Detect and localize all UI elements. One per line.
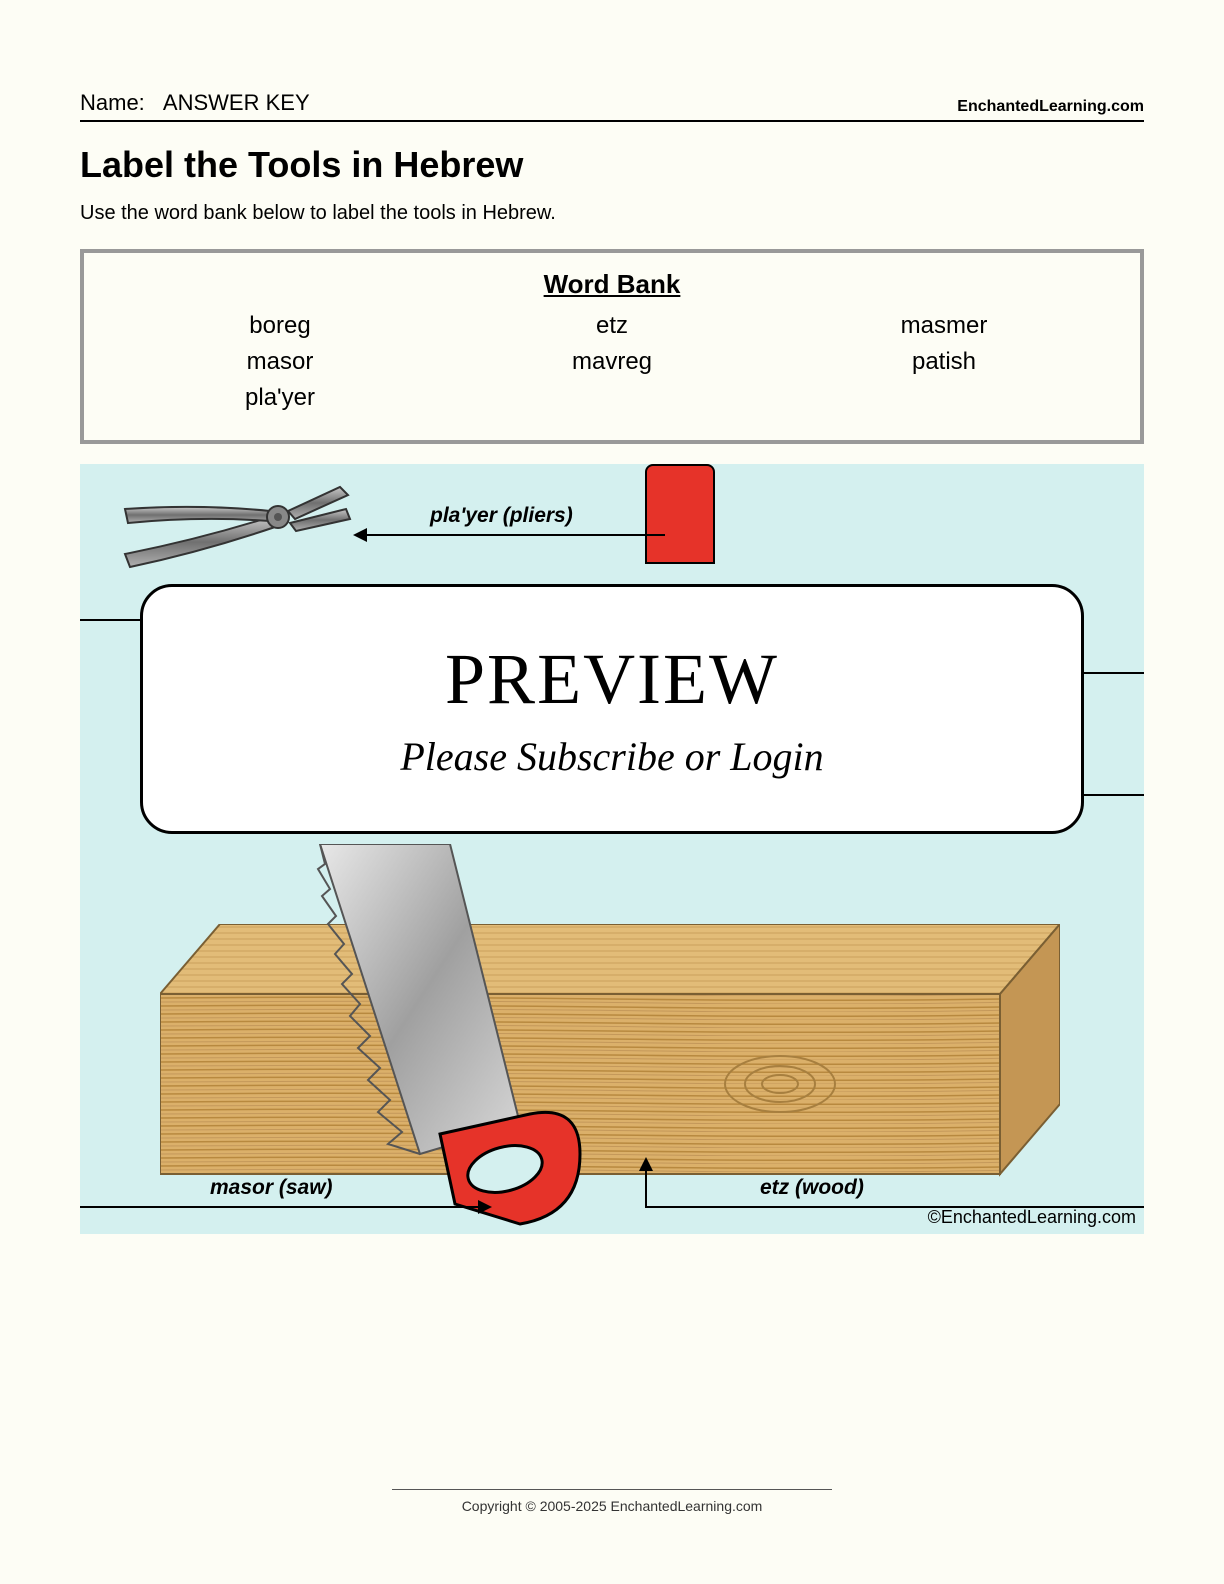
footer-divider <box>392 1489 832 1490</box>
saw-illustration <box>280 844 600 1224</box>
label-line-partial-right-1 <box>1084 672 1144 674</box>
word-bank-item: mavreg <box>456 348 768 376</box>
footer-copyright: Copyright © 2005-2025 EnchantedLearning.… <box>0 1498 1224 1514</box>
word-bank-item: masmer <box>788 312 1100 340</box>
name-value: ANSWER KEY <box>163 90 310 116</box>
worksheet-page: Name: ANSWER KEY EnchantedLearning.com L… <box>0 0 1224 1584</box>
word-bank-item: etz <box>456 312 768 340</box>
word-bank-heading: Word Bank <box>124 269 1100 300</box>
label-wood: etz (wood) <box>760 1176 864 1200</box>
label-arrow-wood-vert <box>645 1169 647 1207</box>
hammer-handle-illustration <box>645 464 715 564</box>
name-line: Name: ANSWER KEY <box>80 90 310 116</box>
label-saw: masor (saw) <box>210 1176 333 1200</box>
label-line-saw <box>80 1206 480 1208</box>
word-bank-grid: boreg etz masmer masor mavreg patish pla… <box>124 312 1100 412</box>
name-label: Name: <box>80 90 145 115</box>
word-bank: Word Bank boreg etz masmer masor mavreg … <box>80 249 1144 444</box>
diagram-copyright: ©EnchantedLearning.com <box>928 1207 1136 1228</box>
instructions: Use the word bank below to label the too… <box>80 202 1144 225</box>
label-line-pliers <box>365 534 665 536</box>
tools-diagram: pla'yer (pliers) masor (saw) etz (wood) … <box>80 464 1144 1234</box>
header-row: Name: ANSWER KEY EnchantedLearning.com <box>80 90 1144 122</box>
pliers-svg <box>120 469 380 579</box>
preview-title: PREVIEW <box>445 638 779 721</box>
brand-text: EnchantedLearning.com <box>957 98 1144 116</box>
label-pliers: pla'yer (pliers) <box>430 504 573 528</box>
word-bank-item: masor <box>124 348 436 376</box>
page-title: Label the Tools in Hebrew <box>80 144 1144 186</box>
word-bank-item: patish <box>788 348 1100 376</box>
word-bank-item: boreg <box>124 312 436 340</box>
preview-subtitle: Please Subscribe or Login <box>400 733 823 780</box>
page-footer: Copyright © 2005-2025 EnchantedLearning.… <box>0 1489 1224 1514</box>
pliers-illustration <box>120 469 370 569</box>
word-bank-item: pla'yer <box>124 384 436 412</box>
label-line-partial-right-2 <box>1084 794 1144 796</box>
preview-overlay: PREVIEW Please Subscribe or Login <box>140 584 1084 834</box>
